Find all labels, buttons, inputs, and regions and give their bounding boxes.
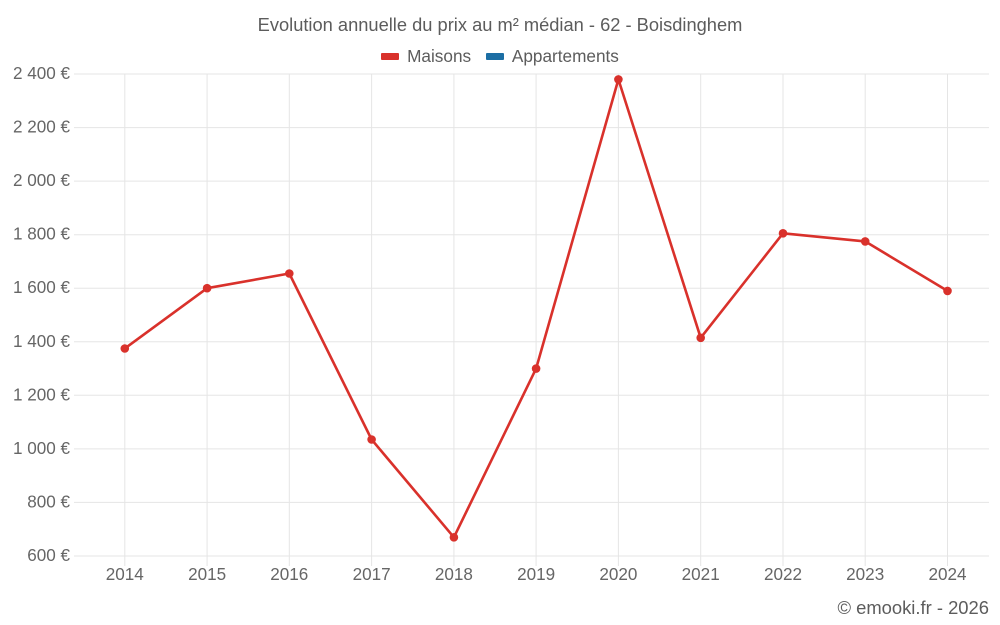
svg-text:800 €: 800 € bbox=[27, 492, 70, 511]
svg-text:2015: 2015 bbox=[188, 565, 226, 584]
svg-text:600 €: 600 € bbox=[27, 546, 70, 565]
svg-text:1 600 €: 1 600 € bbox=[13, 278, 71, 297]
svg-text:2021: 2021 bbox=[682, 565, 720, 584]
svg-text:2024: 2024 bbox=[928, 565, 966, 584]
svg-text:1 000 €: 1 000 € bbox=[13, 439, 71, 458]
svg-text:1 200 €: 1 200 € bbox=[13, 385, 71, 404]
svg-text:2020: 2020 bbox=[599, 565, 637, 584]
svg-text:2014: 2014 bbox=[106, 565, 144, 584]
svg-text:2018: 2018 bbox=[435, 565, 473, 584]
svg-text:2022: 2022 bbox=[764, 565, 802, 584]
svg-text:2 200 €: 2 200 € bbox=[13, 118, 71, 137]
svg-text:2016: 2016 bbox=[270, 565, 308, 584]
svg-text:2 400 €: 2 400 € bbox=[13, 64, 71, 83]
svg-text:2 000 €: 2 000 € bbox=[13, 171, 71, 190]
svg-text:1 400 €: 1 400 € bbox=[13, 332, 71, 351]
svg-text:2023: 2023 bbox=[846, 565, 884, 584]
svg-text:1 800 €: 1 800 € bbox=[13, 225, 71, 244]
svg-text:2019: 2019 bbox=[517, 565, 555, 584]
svg-text:2017: 2017 bbox=[353, 565, 391, 584]
